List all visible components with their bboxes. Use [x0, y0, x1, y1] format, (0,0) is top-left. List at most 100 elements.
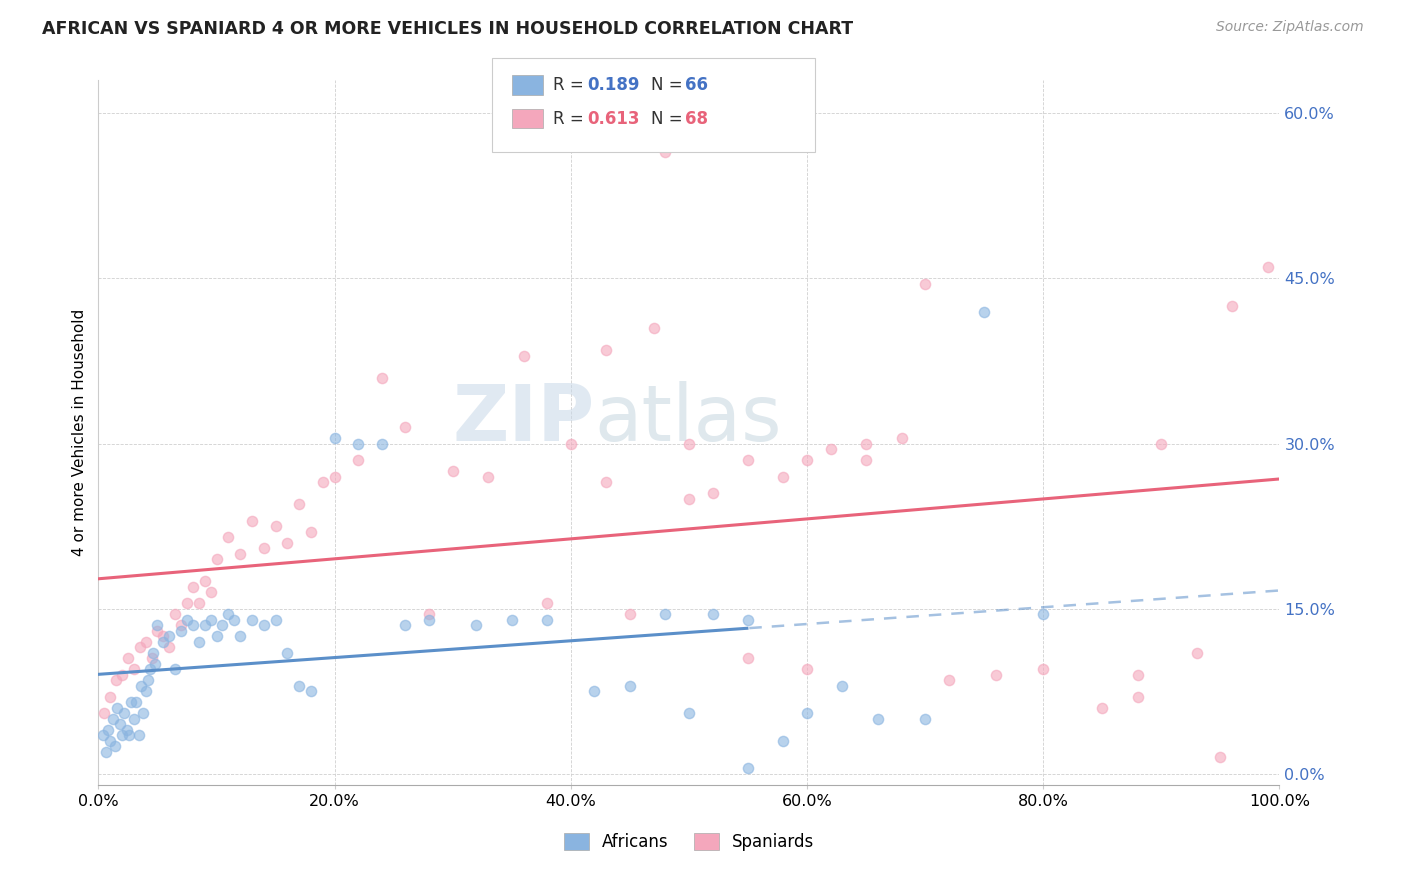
- Point: [796, 706, 818, 721]
- Point: [560, 436, 582, 450]
- Point: [394, 420, 416, 434]
- Point: [418, 613, 440, 627]
- Point: [1126, 690, 1149, 704]
- Point: [122, 662, 145, 676]
- Point: [135, 635, 157, 649]
- Text: 68: 68: [685, 110, 707, 128]
- Point: [229, 629, 252, 643]
- Point: [1032, 607, 1054, 622]
- Point: [702, 607, 724, 622]
- Point: [129, 679, 152, 693]
- Point: [105, 673, 128, 688]
- Point: [299, 684, 322, 698]
- Point: [181, 580, 204, 594]
- Point: [619, 607, 641, 622]
- Point: [619, 679, 641, 693]
- Point: [678, 436, 700, 450]
- Point: [115, 723, 138, 737]
- Point: [240, 613, 263, 627]
- Point: [264, 613, 287, 627]
- Point: [112, 706, 135, 721]
- Point: [796, 662, 818, 676]
- Point: [253, 618, 276, 632]
- Point: [890, 431, 912, 445]
- Point: [914, 712, 936, 726]
- Point: [98, 734, 121, 748]
- Point: [101, 712, 124, 726]
- Point: [170, 624, 193, 638]
- Point: [1209, 750, 1232, 764]
- Point: [93, 706, 115, 721]
- Point: [595, 343, 617, 357]
- Point: [1032, 662, 1054, 676]
- Point: [152, 629, 174, 643]
- Legend: Africans, Spaniards: Africans, Spaniards: [557, 826, 821, 858]
- Point: [128, 728, 150, 742]
- Point: [132, 706, 155, 721]
- Point: [205, 629, 228, 643]
- Point: [205, 552, 228, 566]
- Point: [181, 618, 204, 632]
- Point: [1220, 299, 1243, 313]
- Point: [1091, 701, 1114, 715]
- Point: [643, 321, 665, 335]
- Point: [157, 629, 180, 643]
- Text: R =: R =: [553, 110, 589, 128]
- Point: [98, 690, 121, 704]
- Point: [1150, 436, 1173, 450]
- Point: [654, 607, 676, 622]
- Point: [141, 651, 163, 665]
- Point: [501, 613, 523, 627]
- Point: [143, 657, 166, 671]
- Point: [111, 728, 134, 742]
- Point: [217, 607, 239, 622]
- Point: [536, 596, 558, 610]
- Point: [772, 734, 794, 748]
- Point: [91, 728, 114, 742]
- Point: [240, 514, 263, 528]
- Point: [973, 304, 995, 318]
- Point: [276, 535, 298, 549]
- Point: [737, 613, 759, 627]
- Point: [1126, 668, 1149, 682]
- Point: [678, 491, 700, 506]
- Point: [139, 662, 162, 676]
- Point: [855, 453, 877, 467]
- Point: [595, 475, 617, 490]
- Point: [678, 706, 700, 721]
- Point: [108, 717, 131, 731]
- Text: 66: 66: [685, 76, 707, 94]
- Point: [146, 624, 169, 638]
- Point: [200, 613, 222, 627]
- Point: [938, 673, 960, 688]
- Point: [217, 530, 239, 544]
- Point: [187, 635, 209, 649]
- Point: [371, 370, 394, 384]
- Point: [142, 646, 165, 660]
- Point: [118, 728, 141, 742]
- Point: [737, 453, 759, 467]
- Point: [165, 607, 187, 622]
- Point: [323, 469, 346, 483]
- Point: [737, 761, 759, 775]
- Point: [157, 640, 180, 655]
- Text: ZIP: ZIP: [453, 381, 595, 457]
- Point: [276, 646, 298, 660]
- Point: [371, 436, 394, 450]
- Point: [465, 618, 488, 632]
- Text: N =: N =: [651, 110, 688, 128]
- Point: [146, 618, 169, 632]
- Point: [323, 431, 346, 445]
- Text: AFRICAN VS SPANIARD 4 OR MORE VEHICLES IN HOUSEHOLD CORRELATION CHART: AFRICAN VS SPANIARD 4 OR MORE VEHICLES I…: [42, 20, 853, 37]
- Point: [165, 662, 187, 676]
- Point: [111, 668, 134, 682]
- Point: [117, 651, 139, 665]
- Point: [347, 453, 370, 467]
- Point: [125, 695, 148, 709]
- Point: [831, 679, 853, 693]
- Point: [121, 695, 143, 709]
- Point: [211, 618, 233, 632]
- Point: [264, 519, 287, 533]
- Point: [224, 613, 246, 627]
- Point: [288, 497, 311, 511]
